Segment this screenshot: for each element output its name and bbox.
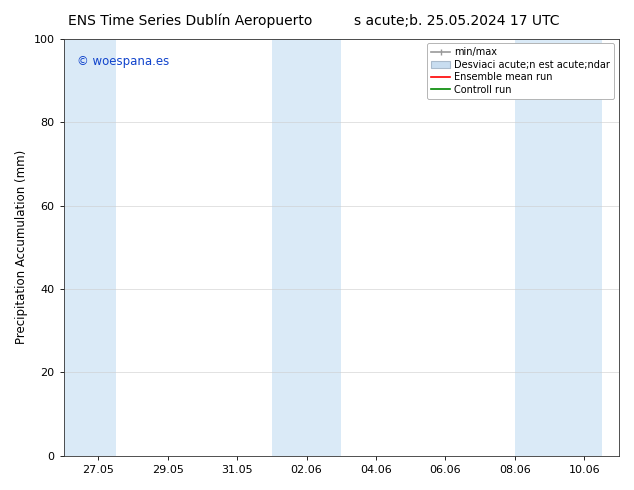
Text: ENS Time Series Dublín Aeropuerto: ENS Time Series Dublín Aeropuerto (68, 14, 313, 28)
Bar (63, 39, 115, 456)
Text: © woespana.es: © woespana.es (77, 55, 170, 68)
Legend: min/max, Desviaci acute;n est acute;ndar, Ensemble mean run, Controll run: min/max, Desviaci acute;n est acute;ndar… (427, 44, 614, 98)
Bar (272, 39, 341, 456)
Bar (515, 39, 602, 456)
Y-axis label: Precipitation Accumulation (mm): Precipitation Accumulation (mm) (15, 150, 28, 344)
Text: s acute;b. 25.05.2024 17 UTC: s acute;b. 25.05.2024 17 UTC (354, 14, 559, 28)
